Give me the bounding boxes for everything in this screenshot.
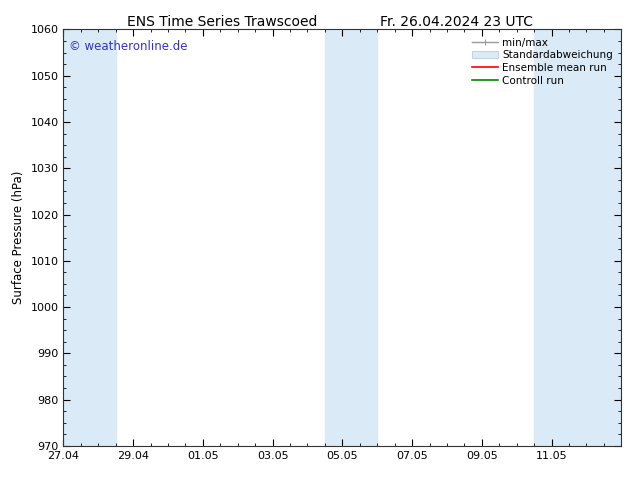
Text: ENS Time Series Trawscoed: ENS Time Series Trawscoed — [127, 15, 317, 29]
Bar — [63, 29, 115, 446]
Bar — [325, 29, 377, 446]
Text: © weatheronline.de: © weatheronline.de — [69, 40, 188, 53]
Text: Fr. 26.04.2024 23 UTC: Fr. 26.04.2024 23 UTC — [380, 15, 533, 29]
Y-axis label: Surface Pressure (hPa): Surface Pressure (hPa) — [12, 171, 25, 304]
Legend: min/max, Standardabweichung, Ensemble mean run, Controll run: min/max, Standardabweichung, Ensemble me… — [469, 35, 616, 89]
Bar — [534, 29, 621, 446]
